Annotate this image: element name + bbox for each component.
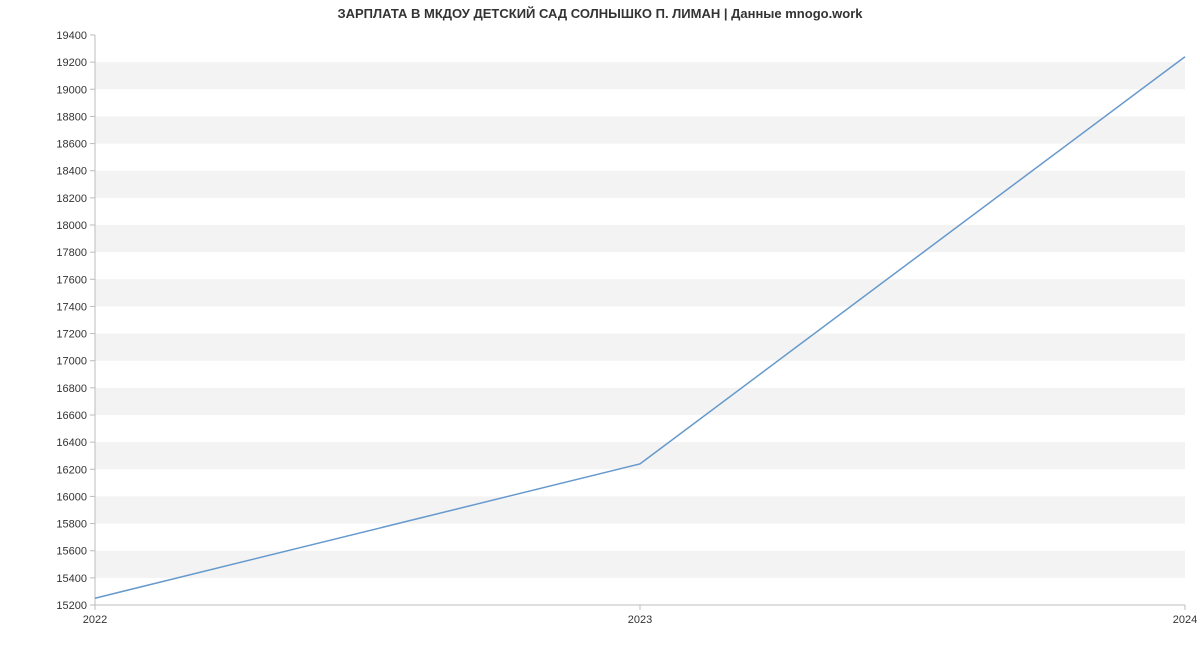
svg-text:15200: 15200 [56,600,87,612]
svg-text:2023: 2023 [628,614,652,626]
svg-text:18000: 18000 [56,220,87,232]
chart-svg: 15200 15400 15600 15800 16000 16200 16400 16600… [0,0,1200,650]
svg-text:18800: 18800 [56,111,87,123]
svg-text:16400: 16400 [56,437,87,449]
svg-text:17600: 17600 [56,274,87,286]
svg-text:18600: 18600 [56,139,87,151]
svg-text:18200: 18200 [56,193,87,205]
salary-line-chart: ЗАРПЛАТА В МКДОУ ДЕТСКИЙ САД СОЛНЫШКО П.… [0,0,1200,650]
svg-text:17800: 17800 [56,247,87,259]
svg-text:19200: 19200 [56,57,87,69]
svg-text:18400: 18400 [56,166,87,178]
svg-text:16200: 16200 [56,464,87,476]
chart-title: ЗАРПЛАТА В МКДОУ ДЕТСКИЙ САД СОЛНЫШКО П.… [0,6,1200,21]
svg-text:17400: 17400 [56,301,87,313]
svg-text:2022: 2022 [83,614,107,626]
svg-text:15800: 15800 [56,519,87,531]
svg-text:17000: 17000 [56,356,87,368]
svg-text:19400: 19400 [56,30,87,42]
svg-text:16000: 16000 [56,491,87,503]
svg-text:2024: 2024 [1173,614,1197,626]
svg-text:15600: 15600 [56,546,87,558]
svg-text:16600: 16600 [56,410,87,422]
svg-text:17200: 17200 [56,329,87,341]
svg-text:15400: 15400 [56,573,87,585]
svg-text:16800: 16800 [56,383,87,395]
svg-text:19000: 19000 [56,84,87,96]
